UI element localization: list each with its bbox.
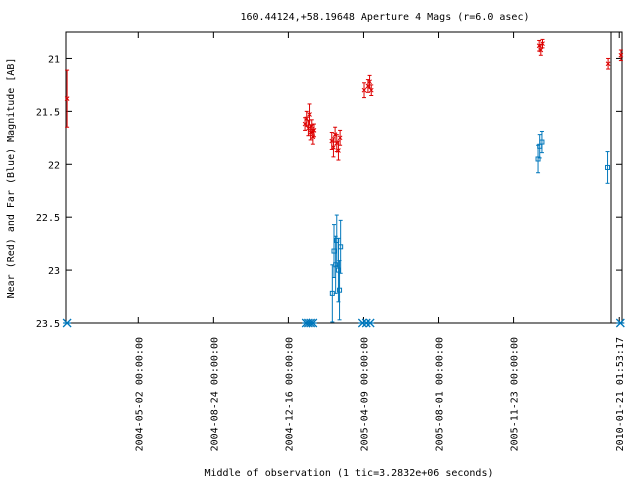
far-marker-10 (605, 164, 611, 170)
epoch-markers (62, 318, 625, 328)
near-marker-18 (368, 87, 374, 93)
near-marker-22 (605, 61, 611, 67)
near-marker-15 (361, 87, 367, 93)
y-axis-label: Near (Red) and Far (Blue) Magnitude [AB] (6, 58, 17, 299)
y-tick-label-3: 22.5 (36, 213, 60, 224)
near-marker-10 (331, 144, 336, 150)
x-tick-label-2: 2004-12-16 00:00:00 (284, 337, 295, 451)
x-tick-label-1: 2004-08-24 00:00:00 (209, 337, 220, 451)
near-point-23 (618, 49, 624, 62)
far-point-6 (338, 219, 344, 274)
far-marker-7 (535, 156, 541, 162)
y-tick-label-1: 21.5 (36, 107, 60, 118)
y-tick-label-2: 22 (48, 160, 60, 171)
y-axis-ticks: 21 21.5 22 22.5 23 23.5 (36, 54, 622, 330)
x-tick-label-4: 2005-08-01 00:00:00 (435, 337, 446, 451)
near-point-13 (336, 140, 341, 161)
near-point-10 (331, 137, 336, 158)
far-point-9 (539, 130, 545, 154)
near-marker-6 (309, 123, 315, 129)
near-marker-17 (367, 79, 372, 85)
near-marker-2 (304, 116, 310, 122)
epoch-marker-0 (62, 318, 72, 328)
epoch-marker-8 (615, 318, 625, 328)
near-point-14 (337, 129, 343, 146)
x-axis-label: Middle of observation (1 tic=3.2832e+06 … (205, 468, 494, 479)
far-marker-5 (337, 287, 343, 293)
near-marker-23 (618, 52, 624, 58)
near-marker-8 (311, 128, 317, 133)
x-axis-ticks: 2004-05-02 00:00:00 2004-08-24 00:00:00 20… (134, 32, 626, 451)
y-tick-label-0: 21 (48, 54, 60, 65)
far-marker-2 (333, 262, 339, 268)
far-marker-9 (539, 139, 545, 145)
near-marker-14 (337, 135, 343, 141)
near-point-21 (540, 38, 545, 49)
chart-title: 160.44124,+58.19648 Aperture 4 Mags (r=6… (241, 12, 530, 23)
epoch-marker-4 (308, 318, 318, 328)
epoch-marker-7 (365, 318, 375, 328)
plot-frame (65, 31, 623, 324)
series-near (64, 38, 624, 161)
series-far (329, 130, 611, 323)
near-marker-0 (64, 96, 70, 102)
x-tick-label-5: 2005-11-23 00:00:00 (510, 337, 521, 451)
far-point-10 (605, 151, 611, 184)
far-marker-6 (338, 244, 344, 250)
y-tick-label-4: 23 (48, 266, 60, 277)
near-marker-3 (306, 125, 311, 131)
near-point-22 (605, 57, 611, 70)
near-point-15 (361, 82, 367, 99)
near-marker-13 (336, 148, 341, 153)
y-tick-label-5: 23.5 (36, 319, 60, 330)
x-tick-label-0: 2004-05-02 00:00:00 (134, 337, 145, 451)
near-point-8 (311, 123, 317, 138)
near-marker-4 (307, 112, 312, 117)
x-tick-label-3: 2005-04-09 00:00:00 (359, 337, 370, 451)
near-marker-20 (538, 47, 544, 53)
near-point-18 (368, 84, 374, 96)
near-point-0 (64, 69, 70, 128)
x-tick-label-6: 2010-01-21 01:53:17 (615, 337, 626, 451)
near-marker-21 (540, 41, 545, 46)
near-point-3 (306, 120, 311, 137)
